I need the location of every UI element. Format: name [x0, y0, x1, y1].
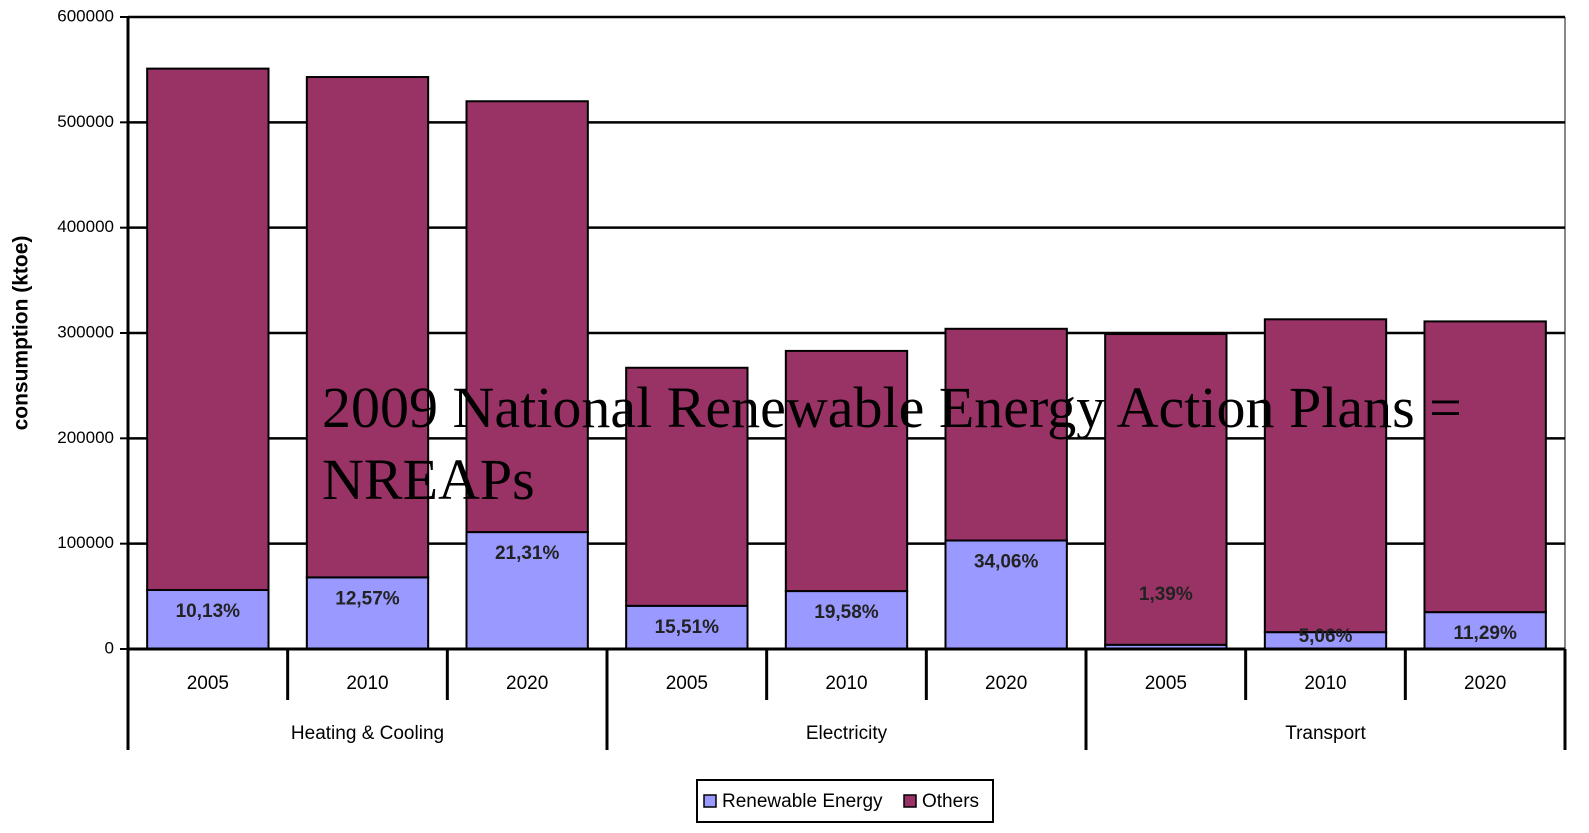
x-tick-label: 2020	[1464, 673, 1506, 694]
bar-segment	[944, 327, 1068, 542]
y-tick-label: 600000	[57, 6, 114, 25]
bar-segment	[1423, 611, 1547, 651]
x-tick-label: 2020	[985, 673, 1027, 694]
bar-segment	[1104, 333, 1228, 646]
bar-segment	[784, 349, 909, 593]
share-label: 21,31%	[495, 543, 560, 564]
legend-label: Renewable Energy	[722, 791, 883, 812]
x-tick-label: 2010	[1304, 673, 1346, 694]
x-tick-label: 2010	[825, 673, 867, 694]
x-tick-label: 2005	[666, 673, 708, 694]
share-label: 11,29%	[1453, 623, 1516, 644]
x-tick-label: 2005	[187, 673, 229, 694]
x-tick-label: 2020	[506, 673, 548, 694]
bar-segment	[146, 589, 270, 650]
bar-segment	[625, 366, 749, 607]
x-tick-label: 2010	[346, 673, 388, 694]
bar-segment	[305, 76, 430, 579]
bar-segment	[146, 67, 270, 592]
legend-label: Others	[922, 791, 979, 812]
y-tick-label: 200000	[57, 428, 114, 447]
bar-segment	[465, 100, 589, 534]
group-label: Heating & Cooling	[291, 723, 444, 744]
overlay-title: 2009 National Renewable Energy Action Pl…	[322, 375, 1462, 512]
share-label: 1,39%	[1139, 584, 1193, 605]
legend-swatch	[703, 794, 717, 808]
y-tick-label: 100000	[57, 533, 114, 552]
bar-segment	[1263, 318, 1388, 634]
y-tick-label: 400000	[57, 217, 114, 236]
y-tick-label: 0	[105, 638, 114, 657]
x-tick-label: 2005	[1145, 673, 1187, 694]
bar-segment	[944, 539, 1068, 650]
share-label: 19,58%	[814, 602, 879, 623]
bar-segment	[1423, 320, 1547, 614]
share-label: 10,13%	[176, 601, 241, 622]
bar-segment	[465, 531, 589, 651]
share-label: 34,06%	[974, 552, 1039, 573]
group-label: Electricity	[806, 723, 888, 744]
legend-box	[696, 779, 994, 823]
share-label: 5,06%	[1299, 626, 1353, 647]
y-axis-label: consumption (ktoe)	[10, 236, 33, 431]
group-label: Transport	[1285, 723, 1366, 744]
share-label: 15,51%	[655, 617, 720, 638]
legend-swatch	[903, 794, 917, 808]
share-label: 12,57%	[335, 588, 400, 609]
y-tick-label: 500000	[57, 112, 114, 131]
y-tick-label: 300000	[57, 322, 114, 341]
